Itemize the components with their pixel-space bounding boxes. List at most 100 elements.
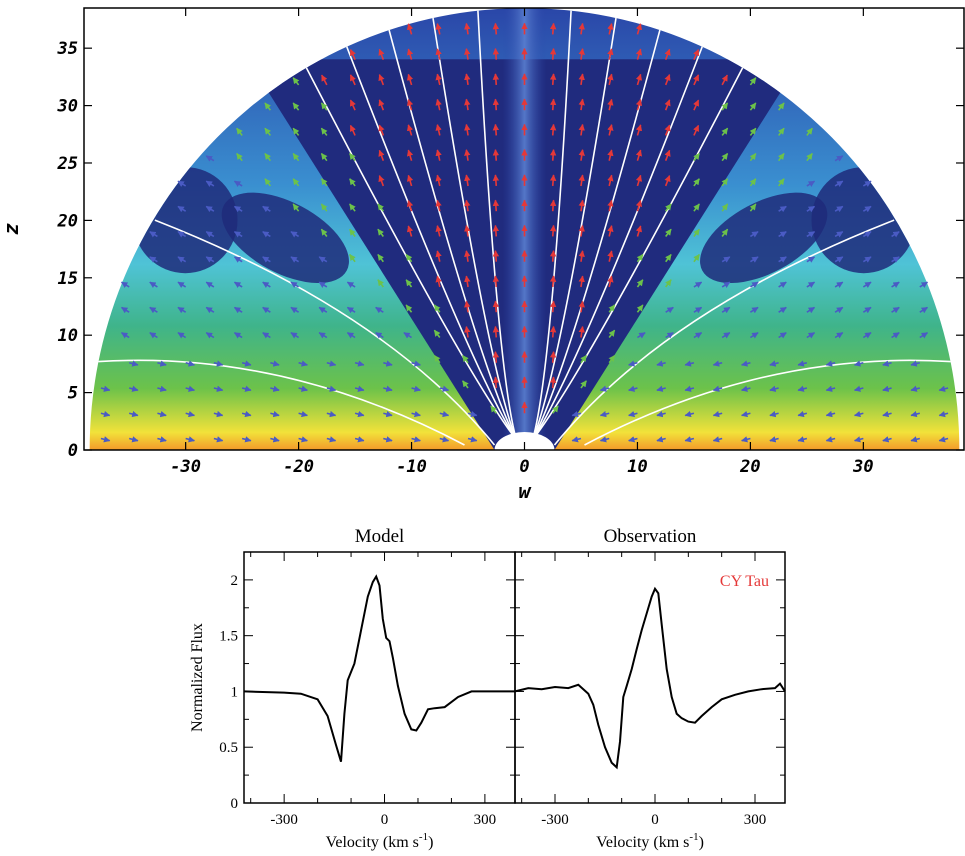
velocity-arrow — [608, 355, 616, 364]
velocity-arrow — [411, 385, 421, 392]
velocity-arrow — [919, 306, 928, 314]
velocity-arrow — [637, 332, 646, 339]
velocity-arrow — [326, 410, 337, 418]
velocity-arrow — [464, 250, 471, 262]
velocity-arrow — [578, 224, 585, 237]
velocity-arrow — [149, 281, 158, 288]
velocity-arrow — [177, 256, 187, 263]
velocity-arrow — [383, 436, 393, 443]
velocity-arrow — [464, 98, 471, 111]
velocity-arrow — [862, 281, 872, 288]
velocity-arrow — [298, 436, 308, 443]
velocity-arrow — [149, 256, 158, 263]
velocity-arrow — [405, 304, 413, 313]
velocity-arrow — [349, 152, 356, 162]
velocity-arrow — [664, 124, 671, 136]
velocity-arrow — [549, 199, 557, 212]
velocity-arrow — [749, 152, 757, 162]
velocity-arrow — [749, 332, 759, 339]
velocity-arrow — [157, 385, 167, 392]
velocity-arrow — [406, 23, 414, 35]
velocity-arrow — [406, 48, 414, 60]
velocity-arrow — [938, 410, 949, 418]
velocity-arrow — [910, 360, 921, 367]
velocity-arrow — [635, 200, 643, 212]
field-line — [553, 219, 895, 446]
velocity-arrow — [693, 203, 700, 212]
profile-y-label: Normalized Flux — [189, 623, 206, 732]
velocity-arrow — [891, 332, 900, 339]
x-tick-label: 30 — [852, 457, 873, 477]
velocity-arrow — [578, 98, 585, 111]
velocity-arrow — [578, 325, 585, 338]
velocity-arrow — [264, 127, 272, 136]
velocity-arrow — [797, 410, 808, 418]
profile-line — [243, 574, 515, 762]
velocity-arrow — [712, 410, 723, 418]
field-lines — [98, 8, 951, 446]
velocity-arrow — [349, 203, 356, 212]
velocity-arrow — [693, 99, 700, 111]
velocity-arrow — [492, 351, 500, 363]
velocity-arrow — [599, 410, 610, 418]
x-tick-label: -300 — [541, 812, 569, 828]
velocity-arrow — [185, 436, 196, 443]
velocity-arrow — [128, 385, 139, 392]
velocity-arrow — [549, 22, 557, 35]
velocity-arrow — [349, 228, 356, 237]
velocity-arrow — [656, 360, 666, 367]
velocity-arrow — [464, 123, 471, 136]
velocity-arrow — [628, 385, 638, 392]
velocity-arrow — [354, 360, 365, 367]
velocity-arrow — [435, 98, 442, 111]
velocity-arrow — [435, 48, 442, 60]
velocity-arrow — [578, 275, 585, 288]
velocity-arrow — [721, 178, 729, 187]
velocity-arrow — [777, 127, 785, 136]
velocity-arrow — [346, 281, 356, 288]
velocity-arrow — [378, 175, 385, 187]
velocity-arrow — [492, 199, 500, 212]
velocity-arrow — [608, 329, 616, 338]
velocity-arrow — [292, 203, 300, 212]
velocity-arrow — [580, 380, 588, 389]
velocity-arrow — [825, 436, 836, 443]
y-tick-label: 30 — [57, 97, 78, 117]
velocity-arrow — [411, 436, 421, 443]
velocity-arrow — [825, 360, 836, 367]
velocity-arrow — [599, 436, 610, 443]
velocity-arrow — [320, 102, 328, 111]
velocity-arrow — [665, 279, 672, 288]
velocity-arrow — [378, 124, 385, 136]
velocity-arrow — [806, 152, 813, 162]
velocity-arrow — [405, 279, 413, 288]
velocity-arrow — [599, 385, 610, 392]
velocity-arrow — [464, 300, 471, 313]
velocity-arrow — [292, 152, 300, 162]
velocity-arrow — [298, 410, 308, 418]
velocity-arrow — [741, 385, 751, 392]
velocity-arrow — [406, 99, 414, 111]
velocity-arrow — [492, 275, 500, 288]
velocity-arrow — [320, 203, 328, 212]
velocity-arrow — [777, 102, 785, 111]
velocity-arrow — [769, 436, 779, 443]
velocity-arrow — [177, 306, 187, 314]
profile-x-label: Velocity (km s-1) — [596, 831, 704, 851]
velocity-arrow — [778, 205, 787, 213]
velocity-arrow — [492, 48, 500, 60]
velocity-arrow — [607, 98, 614, 111]
velocity-arrow — [797, 436, 808, 443]
velocity-arrow — [149, 231, 158, 238]
velocity-arrow — [292, 127, 300, 136]
velocity-arrow — [433, 329, 441, 338]
velocity-arrow — [769, 360, 779, 367]
velocity-arrow — [292, 178, 300, 187]
velocity-arrow — [213, 385, 224, 392]
velocity-arrow — [549, 275, 557, 288]
velocity-arrow — [862, 180, 872, 187]
velocity-arrow — [882, 436, 892, 443]
velocity-arrow — [262, 306, 271, 314]
velocity-arrow — [375, 306, 384, 314]
velocity-arrow — [290, 281, 300, 288]
